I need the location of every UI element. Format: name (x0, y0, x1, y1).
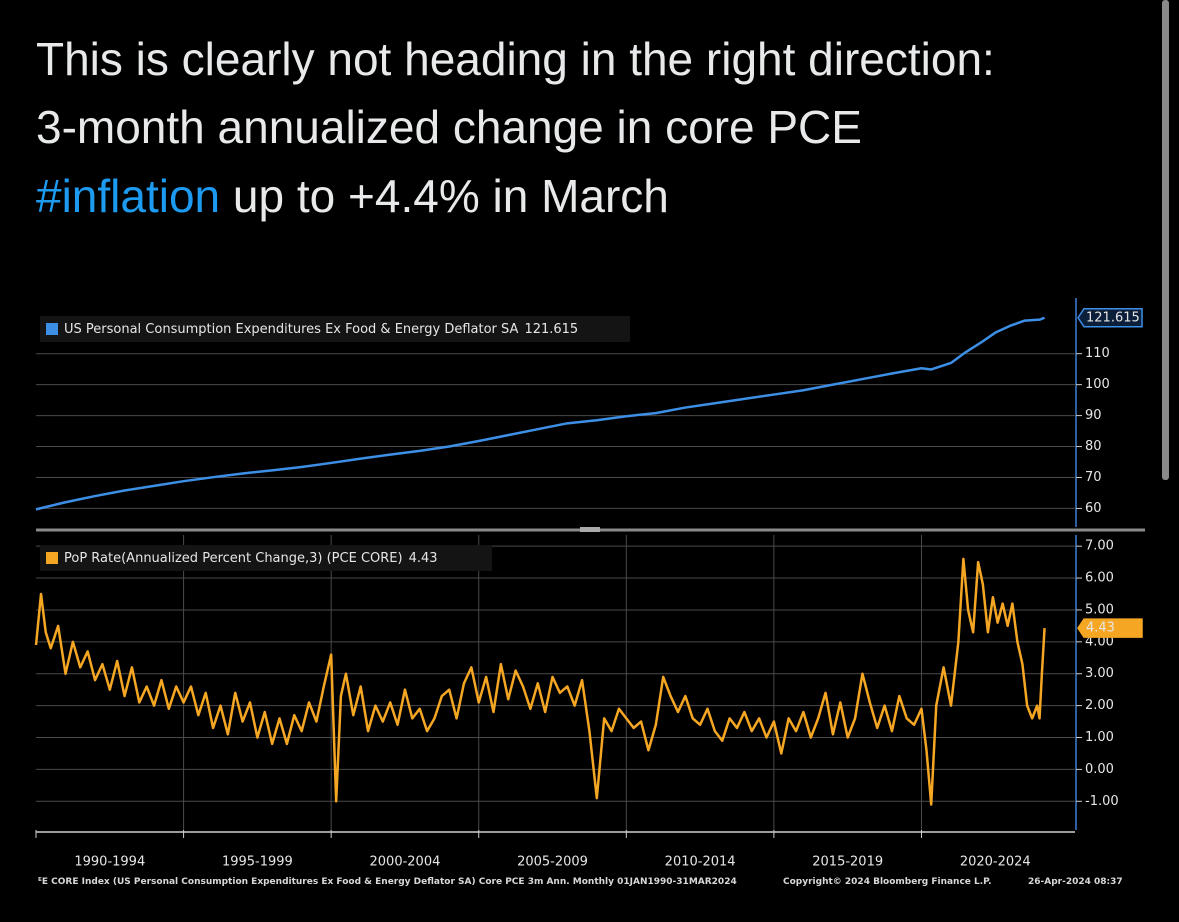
last-value-label: 121.615 (1086, 310, 1140, 325)
last-value-label: 4.43 (1086, 621, 1115, 636)
post-line: #inflation up to +4.4% in March (36, 170, 669, 222)
y-tick-label: 100 (1085, 377, 1110, 392)
y-tick-label: -1.00 (1085, 794, 1119, 809)
y-tick-label: 4.00 (1085, 634, 1114, 649)
legend-value: 121.615 (524, 322, 578, 337)
x-tick-label: 2015-2019 (812, 855, 883, 870)
post-text: up to +4.4% in March (220, 170, 669, 222)
y-tick-label: 5.00 (1085, 602, 1114, 617)
y-tick-label: 0.00 (1085, 762, 1114, 777)
footer-date: 26-Apr-2024 08:37 (1028, 877, 1123, 887)
legend-name: PoP Rate(Annualized Percent Change,3) (P… (64, 551, 403, 566)
scrollbar[interactable] (1162, 0, 1169, 480)
legend-name: US Personal Consumption Expenditures Ex … (64, 322, 519, 337)
x-tick-label: 2010-2014 (665, 855, 736, 870)
x-tick-label: 2005-2009 (517, 855, 588, 870)
legend-swatch (46, 552, 58, 564)
y-tick-label: 60 (1085, 501, 1102, 516)
post-line: 3-month annualized change in core PCE (36, 101, 862, 153)
legend-label: PoP Rate(Annualized Percent Change,3) (P… (64, 551, 438, 566)
last-value-box (1077, 308, 1143, 328)
x-tick-label: 1995-1999 (222, 855, 293, 870)
legend-box (40, 545, 492, 571)
x-tick-label: 2020-2024 (960, 855, 1031, 870)
legend-value: 4.43 (409, 551, 438, 566)
footer-copyright: Copyright© 2024 Bloomberg Finance L.P. (783, 877, 992, 887)
last-value-box (1077, 618, 1143, 638)
x-tick-label: 2000-2004 (370, 855, 441, 870)
y-tick-label: 3.00 (1085, 666, 1114, 681)
x-tick-label: 1990-1994 (74, 855, 145, 870)
y-tick-label: 110 (1085, 346, 1110, 361)
series-line (35, 316, 1045, 511)
y-tick-label: 7.00 (1085, 539, 1114, 554)
y-tick-label: 2.00 (1085, 698, 1114, 713)
legend-box (40, 316, 630, 342)
y-tick-label: 80 (1085, 439, 1102, 454)
divider-handle[interactable] (580, 527, 600, 532)
y-tick-label: 1.00 (1085, 730, 1114, 745)
legend-label: US Personal Consumption Expenditures Ex … (64, 322, 578, 337)
chart-frame (36, 292, 1146, 882)
y-tick-label: 90 (1085, 408, 1102, 423)
y-tick-label: 6.00 (1085, 571, 1114, 586)
footer-source: ᴱE CORE Index (US Personal Consumption E… (38, 877, 737, 887)
legend-swatch (46, 323, 58, 335)
post-line: This is clearly not heading in the right… (36, 33, 995, 85)
series-line (34, 557, 1046, 806)
hashtag[interactable]: #inflation (36, 170, 220, 222)
y-tick-label: 70 (1085, 470, 1102, 485)
